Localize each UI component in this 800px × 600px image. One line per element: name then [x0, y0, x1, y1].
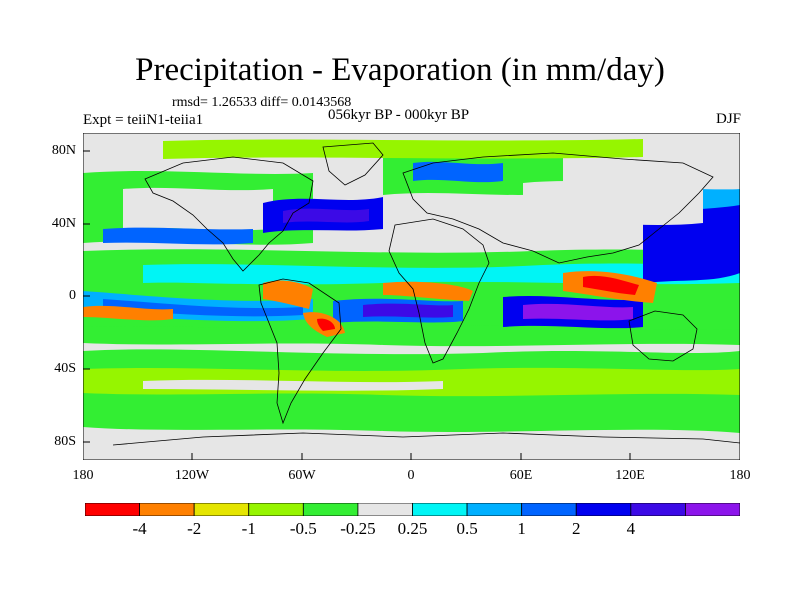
europe-blue [413, 161, 503, 183]
south-america-outline [258, 278, 342, 425]
north-america-outline [144, 156, 314, 272]
colorbar-label: -4 [132, 519, 147, 538]
indian-ocean-purple [523, 303, 633, 321]
plot-title: Precipitation - Evaporation (in mm/day) [135, 52, 665, 88]
maritime-continent-red [583, 275, 639, 295]
colorbar-swatch [139, 503, 195, 516]
colorbar-swatch [85, 503, 140, 516]
coastlines [112, 142, 740, 446]
y-label-40n: 40N [51, 216, 76, 231]
antarctica-outline [112, 432, 740, 446]
australia-outline [628, 310, 698, 362]
x-label-60w: 60W [288, 468, 316, 483]
y-label-0: 0 [69, 288, 76, 303]
asia-gray [523, 181, 703, 225]
colorbar-swatch [685, 503, 740, 516]
colorbar-swatch [630, 503, 686, 516]
colorbar-swatch [193, 503, 250, 516]
north-atlantic-purple [283, 208, 369, 223]
period-label: 056kyr BP - 000kyr BP [328, 107, 470, 123]
pe-field [83, 139, 740, 433]
map-panel [83, 133, 740, 460]
colorbar-label: -0.5 [289, 519, 317, 538]
atlantic-purple-core [363, 303, 453, 318]
colorbar-label: -0.25 [340, 519, 376, 538]
south-pacific-dry-orange [83, 305, 173, 321]
south-america-dry-red [317, 318, 335, 331]
colorbar-label: -1 [241, 519, 256, 538]
africa-dry-orange [383, 281, 473, 301]
arctic-green [163, 139, 643, 159]
experiment-label: Expt = teiiN1-teiia1 [83, 112, 204, 128]
y-label-40s: 40S [54, 361, 76, 376]
colorbar-label: 0.5 [456, 519, 478, 538]
east-pacific-dry-orange [263, 280, 313, 309]
colorbar-swatch [575, 503, 632, 516]
y-label-80s: 80S [54, 434, 76, 449]
north-pacific-gray [123, 187, 273, 231]
north-pacific-blue [103, 227, 253, 245]
x-label-180-right: 180 [729, 468, 751, 483]
x-label-120w: 120W [174, 468, 210, 483]
colorbar-swatch [357, 503, 413, 516]
x-label-180-left: 180 [72, 468, 94, 483]
colorbar [85, 503, 740, 516]
colorbar-label: 0.25 [397, 519, 428, 538]
colorbar-label: 4 [626, 519, 636, 538]
africa-outline [388, 218, 490, 364]
x-label-120e: 120E [615, 468, 645, 483]
colorbar-label: 1 [517, 519, 526, 538]
colorbar-swatch [248, 503, 304, 516]
colorbar-swatch [302, 503, 359, 516]
map-ticks [83, 150, 631, 460]
x-label-0: 0 [407, 468, 415, 483]
season-label: DJF [715, 111, 741, 127]
colorbar-label: -2 [187, 519, 202, 538]
y-label-80n: 80N [51, 143, 76, 158]
southern-ocean-gray [143, 379, 443, 391]
x-label-60e: 60E [509, 468, 533, 483]
colorbar-swatch [521, 503, 577, 516]
stats-text: rmsd= 1.26533 diff= 0.0143568 [172, 95, 352, 110]
colorbar-swatch [466, 503, 523, 516]
greenland-outline [322, 142, 384, 186]
eurasia-outline [402, 152, 714, 264]
colorbar-label: 2 [572, 519, 581, 538]
colorbar-swatch [412, 503, 468, 516]
